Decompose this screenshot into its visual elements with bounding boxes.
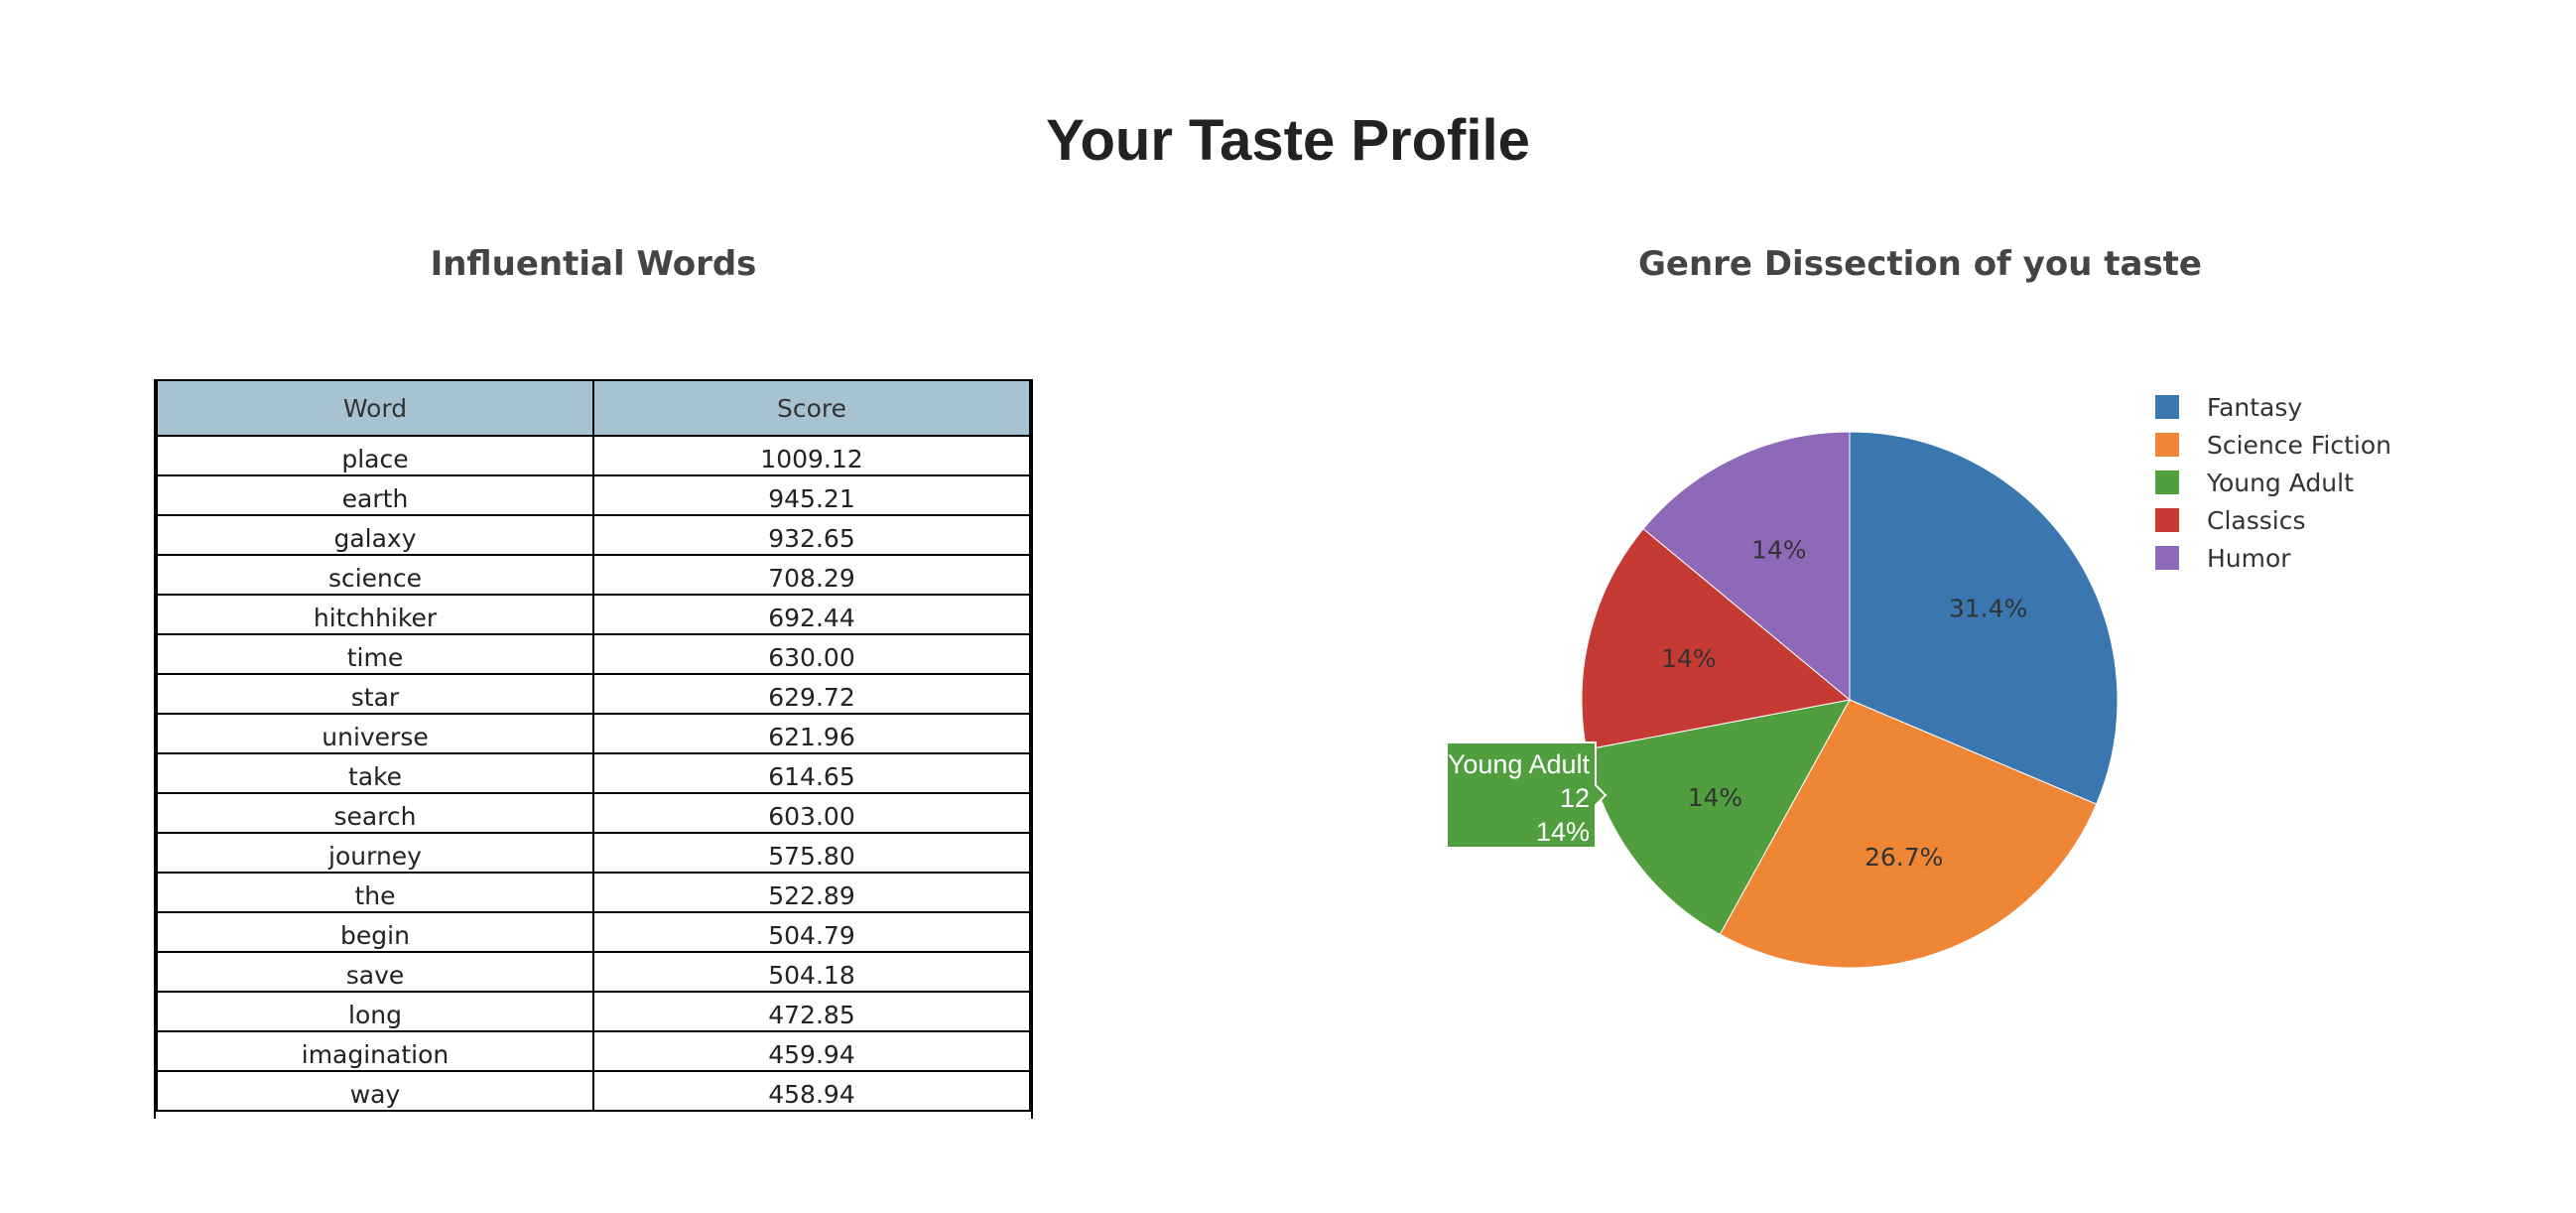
word-cell: time	[156, 634, 594, 675]
column-header-word[interactable]: Word	[156, 379, 594, 437]
table-row: universe 621.96	[156, 714, 1031, 754]
tooltip-label: Young Adult	[1448, 749, 1591, 779]
score-cell: 614.65	[592, 753, 1031, 794]
word-cell: star	[156, 674, 594, 715]
legend-swatch	[2155, 546, 2179, 570]
table-row: way 458.94	[156, 1071, 1031, 1112]
word-cell: universe	[156, 714, 594, 754]
table-row: the 522.89	[156, 873, 1031, 913]
pie-slices	[1581, 431, 2119, 969]
score-cell: 708.29	[592, 555, 1031, 596]
word-cell: search	[156, 793, 594, 834]
pie-slice-humor[interactable]	[1642, 431, 1851, 702]
word-cell: place	[156, 435, 594, 476]
genre-chart-title: Genre Dissection of you taste	[1637, 244, 2202, 284]
table-body: place 1009.12 earth 945.21 galaxy 932.65 scien…	[156, 435, 1031, 1112]
word-cell: take	[156, 753, 594, 794]
legend-label: Classics	[2207, 506, 2306, 535]
table-row: long 472.85	[156, 992, 1031, 1032]
legend-label: Humor	[2207, 544, 2291, 573]
page-title: Your Taste Profile	[1046, 108, 1530, 173]
score-cell: 603.00	[592, 793, 1031, 834]
table-row: time 630.00	[156, 634, 1031, 675]
score-cell: 629.72	[592, 674, 1031, 715]
influential-words-title: Influential Words	[430, 244, 757, 284]
score-cell: 504.79	[592, 912, 1031, 953]
legend-item-young-adult[interactable]: Young Adult	[2155, 469, 2354, 497]
score-cell: 945.21	[592, 475, 1031, 516]
table-row: save 504.18	[156, 952, 1031, 993]
legend-item-science-fiction[interactable]: Science Fiction	[2155, 431, 2391, 460]
legend-item-classics[interactable]: Classics	[2155, 506, 2306, 535]
legend-item-fantasy[interactable]: Fantasy	[2155, 393, 2302, 422]
score-cell: 575.80	[592, 833, 1031, 874]
word-cell: save	[156, 952, 594, 993]
legend-label: Fantasy	[2207, 393, 2302, 422]
word-cell: hitchhiker	[156, 595, 594, 635]
score-cell: 504.18	[592, 952, 1031, 993]
word-cell: journey	[156, 833, 594, 874]
score-cell: 630.00	[592, 634, 1031, 675]
pie-slice-classics[interactable]	[1581, 528, 1852, 750]
word-cell: earth	[156, 475, 594, 516]
table-row: science 708.29	[156, 555, 1031, 596]
pie-slice-science-fiction[interactable]	[1719, 699, 2098, 969]
legend-swatch	[2155, 471, 2179, 494]
score-cell: 692.44	[592, 595, 1031, 635]
pie-slice-fantasy[interactable]	[1849, 431, 2119, 805]
legend-swatch	[2155, 395, 2179, 419]
legend-item-humor[interactable]: Humor	[2155, 544, 2291, 573]
score-cell: 472.85	[592, 992, 1031, 1032]
legend-swatch	[2155, 433, 2179, 457]
word-cell: way	[156, 1071, 594, 1112]
score-cell: 459.94	[592, 1031, 1031, 1072]
score-cell: 932.65	[592, 515, 1031, 556]
word-cell: galaxy	[156, 515, 594, 556]
score-cell: 458.94	[592, 1071, 1031, 1112]
tooltip-box	[1446, 741, 1608, 849]
hover-tooltip: Young Adult 12 14%	[1446, 741, 1608, 849]
word-cell: begin	[156, 912, 594, 953]
table-row: take 614.65	[156, 753, 1031, 794]
table-row: earth 945.21	[156, 475, 1031, 516]
tooltip-percent: 14%	[1536, 817, 1590, 847]
tooltip-count: 12	[1560, 783, 1590, 813]
table-row: search 603.00	[156, 793, 1031, 834]
chart-legend: Fantasy Science Fiction Young Adult Classic…	[2155, 393, 2391, 573]
table-row: imagination 459.94	[156, 1031, 1031, 1072]
influential-words-table-container[interactable]: Word Score place 1009.12 earth 945.21 galaxy…	[154, 379, 1033, 1119]
column-header-score[interactable]: Score	[592, 379, 1031, 437]
score-cell: 522.89	[592, 873, 1031, 913]
legend-swatch	[2155, 508, 2179, 532]
table-row: place 1009.12	[156, 435, 1031, 476]
table-row: journey 575.80	[156, 833, 1031, 874]
word-cell: long	[156, 992, 594, 1032]
word-cell: the	[156, 873, 594, 913]
legend-label: Science Fiction	[2207, 431, 2391, 460]
influential-words-table: Word Score place 1009.12 earth 945.21 galaxy…	[156, 379, 1031, 1112]
word-cell: science	[156, 555, 594, 596]
legend-label: Young Adult	[2206, 469, 2354, 497]
table-row: galaxy 932.65	[156, 515, 1031, 556]
table-row: star 629.72	[156, 674, 1031, 715]
score-cell: 621.96	[592, 714, 1031, 754]
word-cell: imagination	[156, 1031, 594, 1072]
score-cell: 1009.12	[592, 435, 1031, 476]
table-header-row: Word Score	[156, 379, 1031, 437]
table-row: hitchhiker 692.44	[156, 595, 1031, 635]
table-row: begin 504.79	[156, 912, 1031, 953]
